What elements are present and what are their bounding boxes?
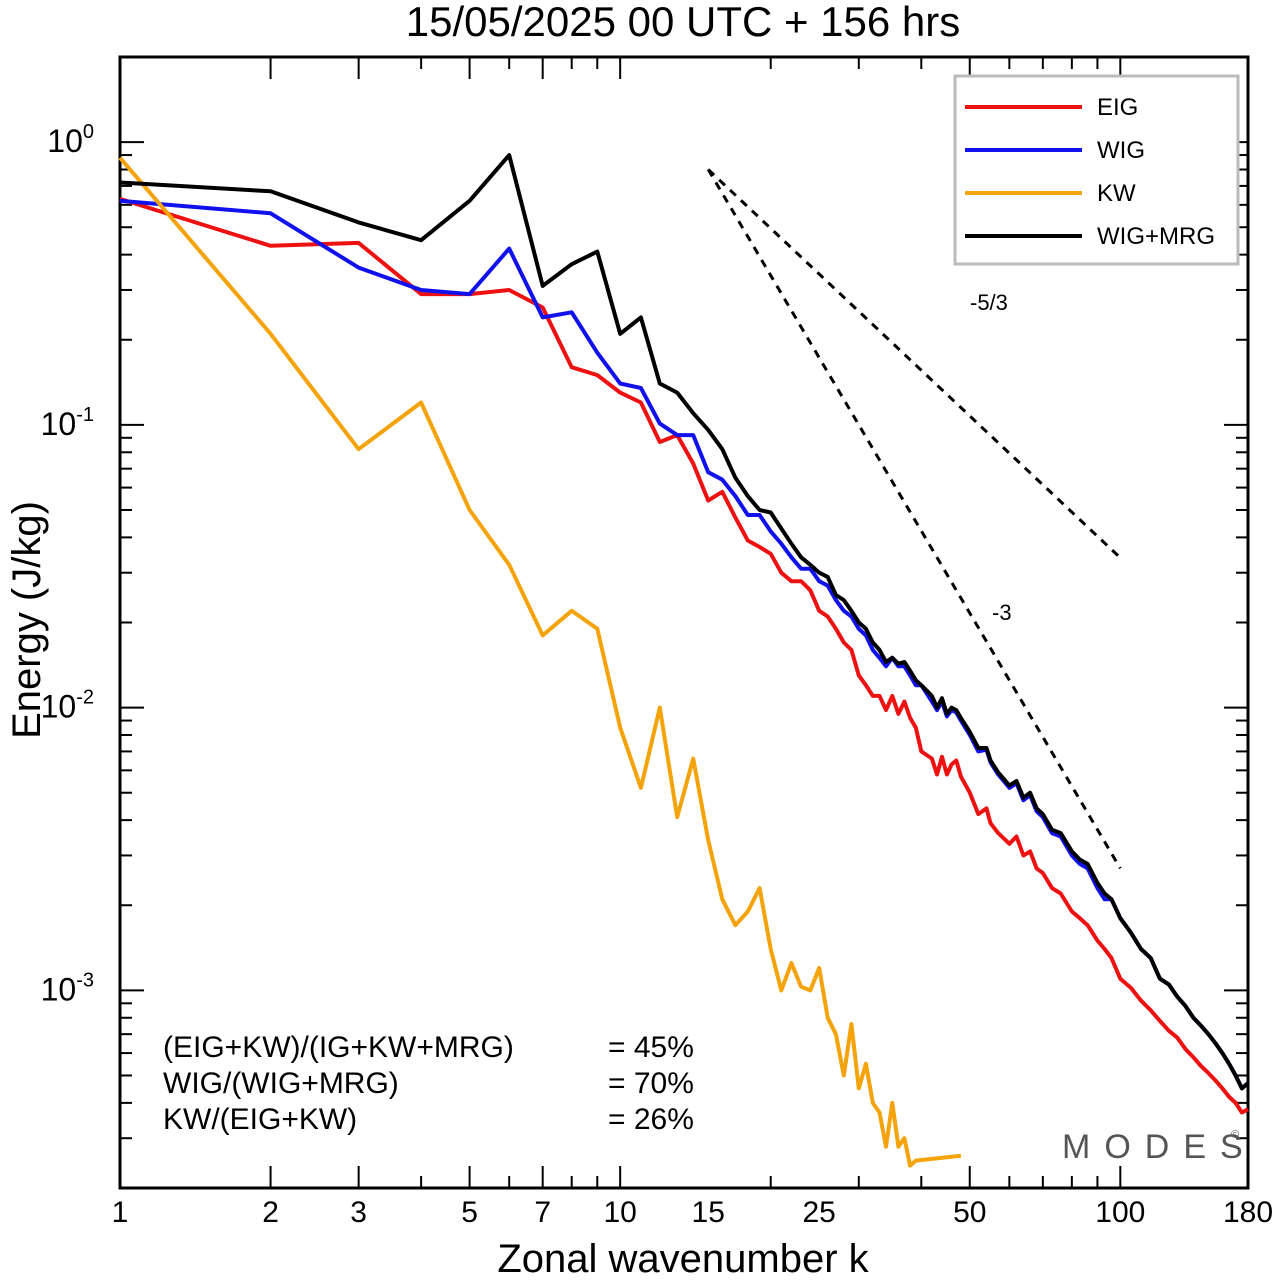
x-tick-label: 15 [692,1196,725,1229]
reference-slope-label: -3 [992,600,1012,625]
x-axis-label: Zonal wavenumber k [497,1237,869,1281]
reference-slope-label: -5/3 [970,290,1008,315]
legend-label: KW [1097,180,1136,207]
annotation-label: (EIG+KW)/(IG+KW+MRG) [163,1031,514,1064]
x-tick-label: 25 [803,1196,836,1229]
y-tick-label: 10-2 [41,687,94,725]
annotation-value: = 45% [608,1031,694,1064]
annotation-label: WIG/(WIG+MRG) [163,1067,399,1100]
legend-label: WIG+MRG [1097,223,1215,250]
y-tick-label: 10-1 [41,404,94,442]
x-tick-label: 5 [461,1196,478,1229]
x-tick-label: 3 [350,1196,367,1229]
reference-slope-line [707,168,1122,559]
x-tick-label: 50 [953,1196,986,1229]
legend-label: WIG [1097,137,1145,164]
chart-title: 15/05/2025 00 UTC + 156 hrs [406,0,961,45]
annotation-label: KW/(EIG+KW) [163,1103,357,1136]
y-tick-label: 10-3 [41,969,94,1007]
y-tick-labels: 100 10-1 10-2 10-3 [41,121,94,1007]
legend-label: EIG [1097,94,1138,121]
series-lines [118,153,1250,1168]
reference-slope-line [706,168,1122,870]
reference-slopes: -5/3 -3 [706,168,1122,870]
x-tick-label: 180 [1223,1196,1273,1229]
x-tick-label: 1 [112,1196,129,1229]
annotation-value: = 70% [608,1067,694,1100]
x-tick-label: 10 [603,1196,636,1229]
axis-ticks [119,56,1248,1189]
x-tick-label: 100 [1095,1196,1145,1229]
x-tick-label: 7 [534,1196,551,1229]
x-tick-labels: 1 2 3 5 7 10 15 25 50 100 180 [112,1196,1273,1229]
series-line-eig [119,196,1249,1115]
x-tick-label: 2 [262,1196,279,1229]
y-axis-label: Energy (J/kg) [5,501,49,739]
ratio-annotations: (EIG+KW)/(IG+KW+MRG) = 45% WIG/(WIG+MRG) = … [163,1031,694,1136]
series-line-wig-mrg [119,153,1250,1091]
series-line-kw [118,156,962,1168]
copyright-mark: © [1231,1129,1239,1141]
legend: EIG WIG KW WIG+MRG [953,74,1240,266]
y-tick-label: 100 [47,121,94,159]
annotation-value: = 26% [608,1103,694,1136]
modes-watermark: MODES [1062,1128,1257,1166]
